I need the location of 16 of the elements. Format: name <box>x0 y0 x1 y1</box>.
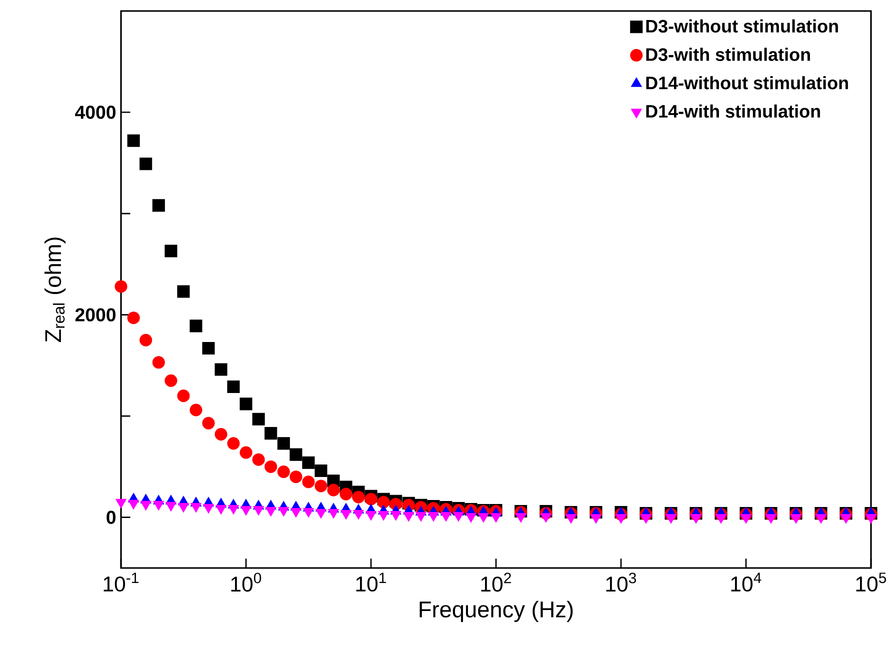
y-tick-label: 4000 <box>75 106 116 119</box>
y-tick-label: 2000 <box>75 308 116 322</box>
y-tick-label: 0 <box>106 510 116 524</box>
x-tick-label: 10$^{5}$ <box>856 572 886 592</box>
x-tick-label: 10$^{3}$ <box>606 572 636 592</box>
x-tick-label: 10$^{4}$ <box>731 572 762 592</box>
x-tick-label: 10$^{2}$ <box>481 572 511 592</box>
legend-label: D3-with stimulation <box>646 48 810 62</box>
x-tick-label: 10$^{0}$ <box>231 572 262 592</box>
y-axis-title: Z$_{real}$ (ohm) <box>44 238 66 342</box>
x-tick-label: 10$^{-1}$ <box>104 572 138 592</box>
x-axis-title: Frequency (Hz) <box>420 600 573 622</box>
legend-label: D14-without stimulation <box>646 76 848 90</box>
legend-label: D3-without stimulation <box>646 19 838 33</box>
x-tick-label: 10$^{1}$ <box>356 572 386 592</box>
legend-label: D14-with stimulation <box>646 104 820 118</box>
